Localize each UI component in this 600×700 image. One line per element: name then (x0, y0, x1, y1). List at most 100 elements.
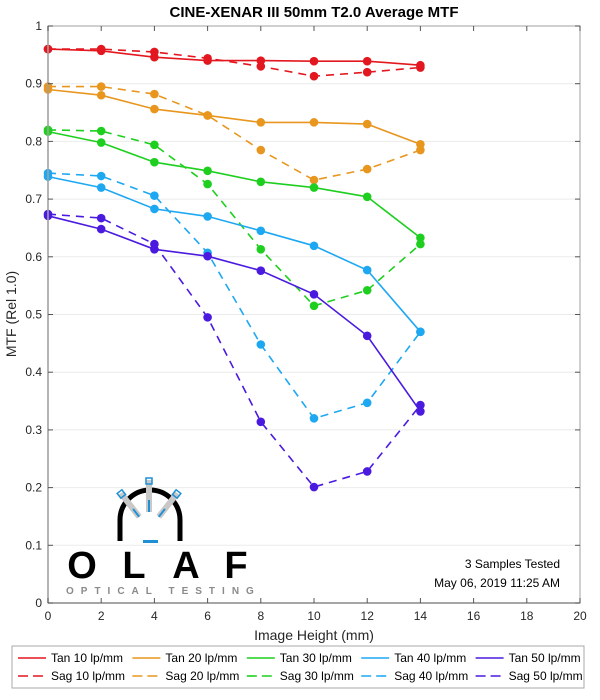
data-point (203, 212, 212, 221)
axes (47, 25, 581, 604)
legend-label: Tan 30 lp/mm (280, 651, 352, 665)
data-point (150, 89, 159, 99)
data-point (416, 233, 425, 243)
data-point (362, 285, 372, 295)
legend: Tan 10 lp/mm Sag 10 lp/mm Tan 20 lp/mm Sag … (11, 645, 585, 689)
series-sag-10-lp-mm (43, 44, 425, 81)
y-tick-label: 0.3 (25, 423, 42, 437)
data-point (150, 191, 159, 200)
series-line (47, 48, 421, 66)
data-point (203, 166, 212, 176)
y-tick-label: 0.4 (25, 365, 42, 379)
data-point (362, 192, 372, 202)
data-point (362, 265, 372, 275)
y-tick-label: 0 (35, 596, 42, 610)
legend-item: Tan 10 lp/mm (18, 651, 123, 665)
y-tick-label: 0.7 (25, 192, 42, 206)
data-point (150, 157, 159, 167)
y-tick-label: 0.1 (25, 538, 42, 552)
series-line (47, 215, 422, 412)
samples-annotation: 3 Samples Tested (465, 557, 560, 571)
x-tick-label: 20 (573, 609, 587, 623)
data-point (96, 213, 106, 223)
data-point (416, 400, 425, 410)
legend-label: Sag 20 lp/mm (165, 669, 239, 683)
legend-label: Sag 10 lp/mm (51, 669, 125, 683)
data-point (256, 226, 266, 236)
chart-title: CINE-XENAR III 50mm T2.0 Average MTF (170, 4, 459, 21)
series-sag-20-lp-mm (43, 82, 425, 185)
gridlines (48, 83, 580, 546)
data-point (362, 67, 372, 77)
legend-label: Tan 20 lp/mm (165, 651, 237, 665)
data-point (203, 251, 212, 261)
series-line (47, 175, 422, 333)
data-point (416, 327, 425, 337)
data-point (96, 126, 106, 136)
legend-box (11, 645, 585, 689)
data-point (416, 145, 425, 155)
data-point (150, 239, 159, 249)
data-point (309, 241, 319, 251)
data-point (362, 331, 372, 341)
data-point (416, 239, 425, 249)
y-tick-label: 1 (35, 19, 42, 33)
data-point (203, 111, 212, 120)
data-point (96, 44, 106, 54)
logo-letter-f: F (224, 545, 247, 587)
data-point (150, 140, 159, 150)
logo-lens-icon (116, 477, 183, 543)
x-tick-label: 18 (520, 609, 534, 623)
data-point (96, 90, 106, 100)
y-axis-label: MTF (Rel 1.0) (3, 271, 19, 357)
data-point (362, 467, 372, 476)
legend-label: Tan 50 lp/mm (509, 651, 581, 665)
data-point (256, 340, 266, 349)
data-point (203, 179, 212, 189)
data-point (256, 244, 266, 254)
legend-item: Sag 50 lp/mm (475, 669, 583, 683)
data-point (256, 145, 266, 155)
x-tick-labels: 0 2 4 6 8 10 12 14 16 18 20 (45, 609, 587, 623)
series-tan-30-lp-mm (43, 127, 425, 243)
y-tick-label: 0.6 (25, 250, 42, 264)
data-point (256, 177, 266, 187)
data-point (150, 47, 159, 57)
y-tick-labels: 0 0.1 0.2 0.3 0.4 0.5 0.6 0.7 0.8 0.9 1 (25, 19, 42, 610)
y-tick-label: 0.5 (25, 308, 42, 322)
series-line (47, 129, 421, 307)
series-line (47, 130, 421, 239)
series-tan-50-lp-mm (43, 211, 425, 416)
legend-label: Tan 40 lp/mm (394, 651, 466, 665)
series-line (47, 88, 421, 146)
legend-label: Sag 50 lp/mm (509, 669, 583, 683)
series-sag-50-lp-mm (43, 209, 425, 492)
data-point (256, 62, 266, 71)
data-point (256, 417, 266, 427)
x-tick-label: 12 (361, 609, 375, 623)
data-point (416, 63, 425, 72)
data-point (256, 266, 266, 275)
data-point (362, 398, 372, 408)
series-line (47, 213, 422, 488)
data-point (362, 56, 372, 66)
legend-item: Tan 50 lp/mm (475, 651, 581, 665)
data-point (309, 175, 319, 185)
logo-letter-a: A (172, 545, 199, 587)
legend-label: Sag 40 lp/mm (394, 669, 468, 683)
data-point (203, 313, 212, 322)
data-point (96, 82, 106, 91)
x-tick-label: 10 (307, 609, 321, 623)
legend-item: Tan 40 lp/mm (361, 651, 466, 665)
data-point (256, 118, 266, 127)
legend-item: Sag 30 lp/mm (246, 669, 354, 683)
data-point (96, 171, 106, 181)
olaf-logo: O L A F OPTICAL TESTING (66, 477, 254, 597)
legend-item: Tan 20 lp/mm (132, 651, 237, 665)
series-group (43, 44, 425, 492)
data-point (309, 183, 319, 192)
legend-item: Tan 30 lp/mm (246, 651, 352, 665)
logo-letter-o: O (67, 545, 97, 587)
x-tick-label: 8 (257, 609, 264, 623)
legend-item: Sag 10 lp/mm (18, 669, 125, 683)
